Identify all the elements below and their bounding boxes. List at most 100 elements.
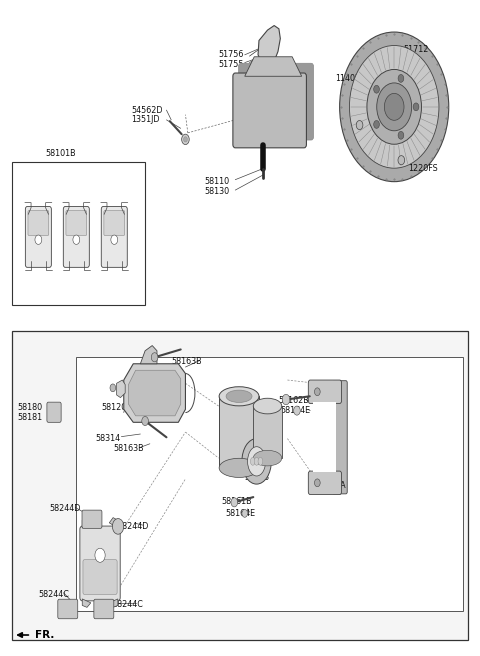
Circle shape [231, 498, 238, 507]
Circle shape [314, 388, 320, 396]
Ellipse shape [226, 390, 252, 402]
Polygon shape [82, 518, 91, 528]
FancyBboxPatch shape [83, 560, 117, 594]
Polygon shape [109, 599, 118, 607]
Text: 58164E: 58164E [226, 509, 256, 518]
Circle shape [142, 417, 148, 426]
Circle shape [340, 32, 449, 182]
Text: 1140FZ: 1140FZ [335, 74, 365, 83]
Text: 1220FS: 1220FS [408, 164, 438, 173]
Circle shape [384, 93, 404, 120]
FancyBboxPatch shape [308, 471, 342, 495]
Circle shape [35, 235, 42, 245]
Bar [312, 402, 336, 472]
Text: 58162B: 58162B [278, 396, 309, 405]
Circle shape [282, 394, 290, 405]
FancyBboxPatch shape [80, 526, 120, 601]
Ellipse shape [258, 457, 263, 465]
FancyBboxPatch shape [104, 211, 125, 236]
FancyBboxPatch shape [58, 599, 78, 619]
Text: 51712: 51712 [404, 45, 429, 54]
Polygon shape [140, 346, 157, 364]
Text: 58161B: 58161B [221, 497, 252, 506]
Circle shape [95, 548, 105, 562]
Text: 58163B: 58163B [171, 358, 202, 366]
Ellipse shape [248, 447, 265, 476]
Circle shape [183, 136, 187, 142]
Ellipse shape [242, 439, 271, 484]
Circle shape [349, 45, 439, 168]
Circle shape [398, 155, 405, 165]
Text: 58244D: 58244D [118, 522, 149, 531]
Polygon shape [124, 364, 185, 422]
Text: 51756: 51756 [219, 51, 244, 59]
FancyBboxPatch shape [333, 380, 347, 494]
Circle shape [314, 479, 320, 487]
Ellipse shape [219, 459, 259, 478]
Text: 58110: 58110 [204, 177, 229, 186]
Text: 58130: 58130 [204, 187, 229, 196]
Circle shape [151, 353, 158, 362]
Circle shape [374, 85, 379, 93]
Polygon shape [129, 370, 180, 416]
Text: 58125: 58125 [151, 371, 177, 379]
Circle shape [356, 121, 363, 130]
FancyBboxPatch shape [94, 599, 114, 619]
Text: 58120: 58120 [101, 403, 127, 412]
Circle shape [73, 235, 80, 245]
FancyBboxPatch shape [219, 396, 259, 468]
Text: 58164E: 58164E [280, 406, 311, 415]
Text: 58163B: 58163B [113, 445, 144, 453]
Text: FR.: FR. [35, 630, 54, 640]
Polygon shape [82, 599, 91, 607]
Circle shape [374, 121, 379, 129]
Circle shape [111, 235, 118, 245]
Circle shape [242, 510, 248, 518]
Text: 51755: 51755 [219, 60, 244, 69]
Bar [12, 331, 468, 640]
Text: 54562D: 54562D [131, 106, 162, 115]
Text: 58101B: 58101B [46, 148, 76, 157]
FancyBboxPatch shape [28, 211, 49, 236]
Circle shape [413, 103, 419, 111]
Polygon shape [109, 518, 118, 528]
Circle shape [367, 70, 421, 144]
FancyBboxPatch shape [63, 207, 89, 268]
Text: 58244D: 58244D [49, 504, 81, 514]
Polygon shape [258, 26, 297, 95]
Polygon shape [245, 57, 301, 76]
Text: 58244C: 58244C [38, 590, 69, 599]
Text: 58180: 58180 [17, 403, 42, 412]
Polygon shape [117, 380, 125, 398]
Bar [12, 162, 145, 305]
FancyBboxPatch shape [47, 402, 61, 422]
Ellipse shape [219, 387, 259, 406]
FancyBboxPatch shape [253, 406, 282, 458]
FancyBboxPatch shape [308, 380, 342, 403]
Circle shape [110, 384, 116, 392]
Ellipse shape [254, 457, 259, 465]
Circle shape [398, 131, 404, 139]
Ellipse shape [251, 457, 255, 465]
Text: 58181: 58181 [17, 413, 42, 422]
Ellipse shape [253, 450, 282, 466]
FancyBboxPatch shape [66, 211, 87, 236]
Text: 58114A: 58114A [315, 481, 346, 490]
FancyBboxPatch shape [239, 63, 313, 140]
FancyBboxPatch shape [25, 207, 51, 268]
Bar [76, 358, 463, 611]
Circle shape [181, 134, 189, 144]
FancyBboxPatch shape [233, 73, 306, 148]
Text: 58244C: 58244C [113, 600, 144, 609]
Text: 58112: 58112 [236, 455, 262, 464]
Circle shape [112, 519, 124, 534]
FancyBboxPatch shape [101, 207, 127, 268]
FancyBboxPatch shape [82, 510, 102, 528]
Circle shape [377, 83, 412, 131]
Text: 1351JD: 1351JD [131, 115, 159, 125]
Circle shape [294, 406, 300, 415]
Circle shape [398, 75, 404, 82]
Text: 58113: 58113 [245, 473, 270, 482]
Ellipse shape [253, 398, 282, 414]
Text: 58314: 58314 [96, 434, 120, 443]
